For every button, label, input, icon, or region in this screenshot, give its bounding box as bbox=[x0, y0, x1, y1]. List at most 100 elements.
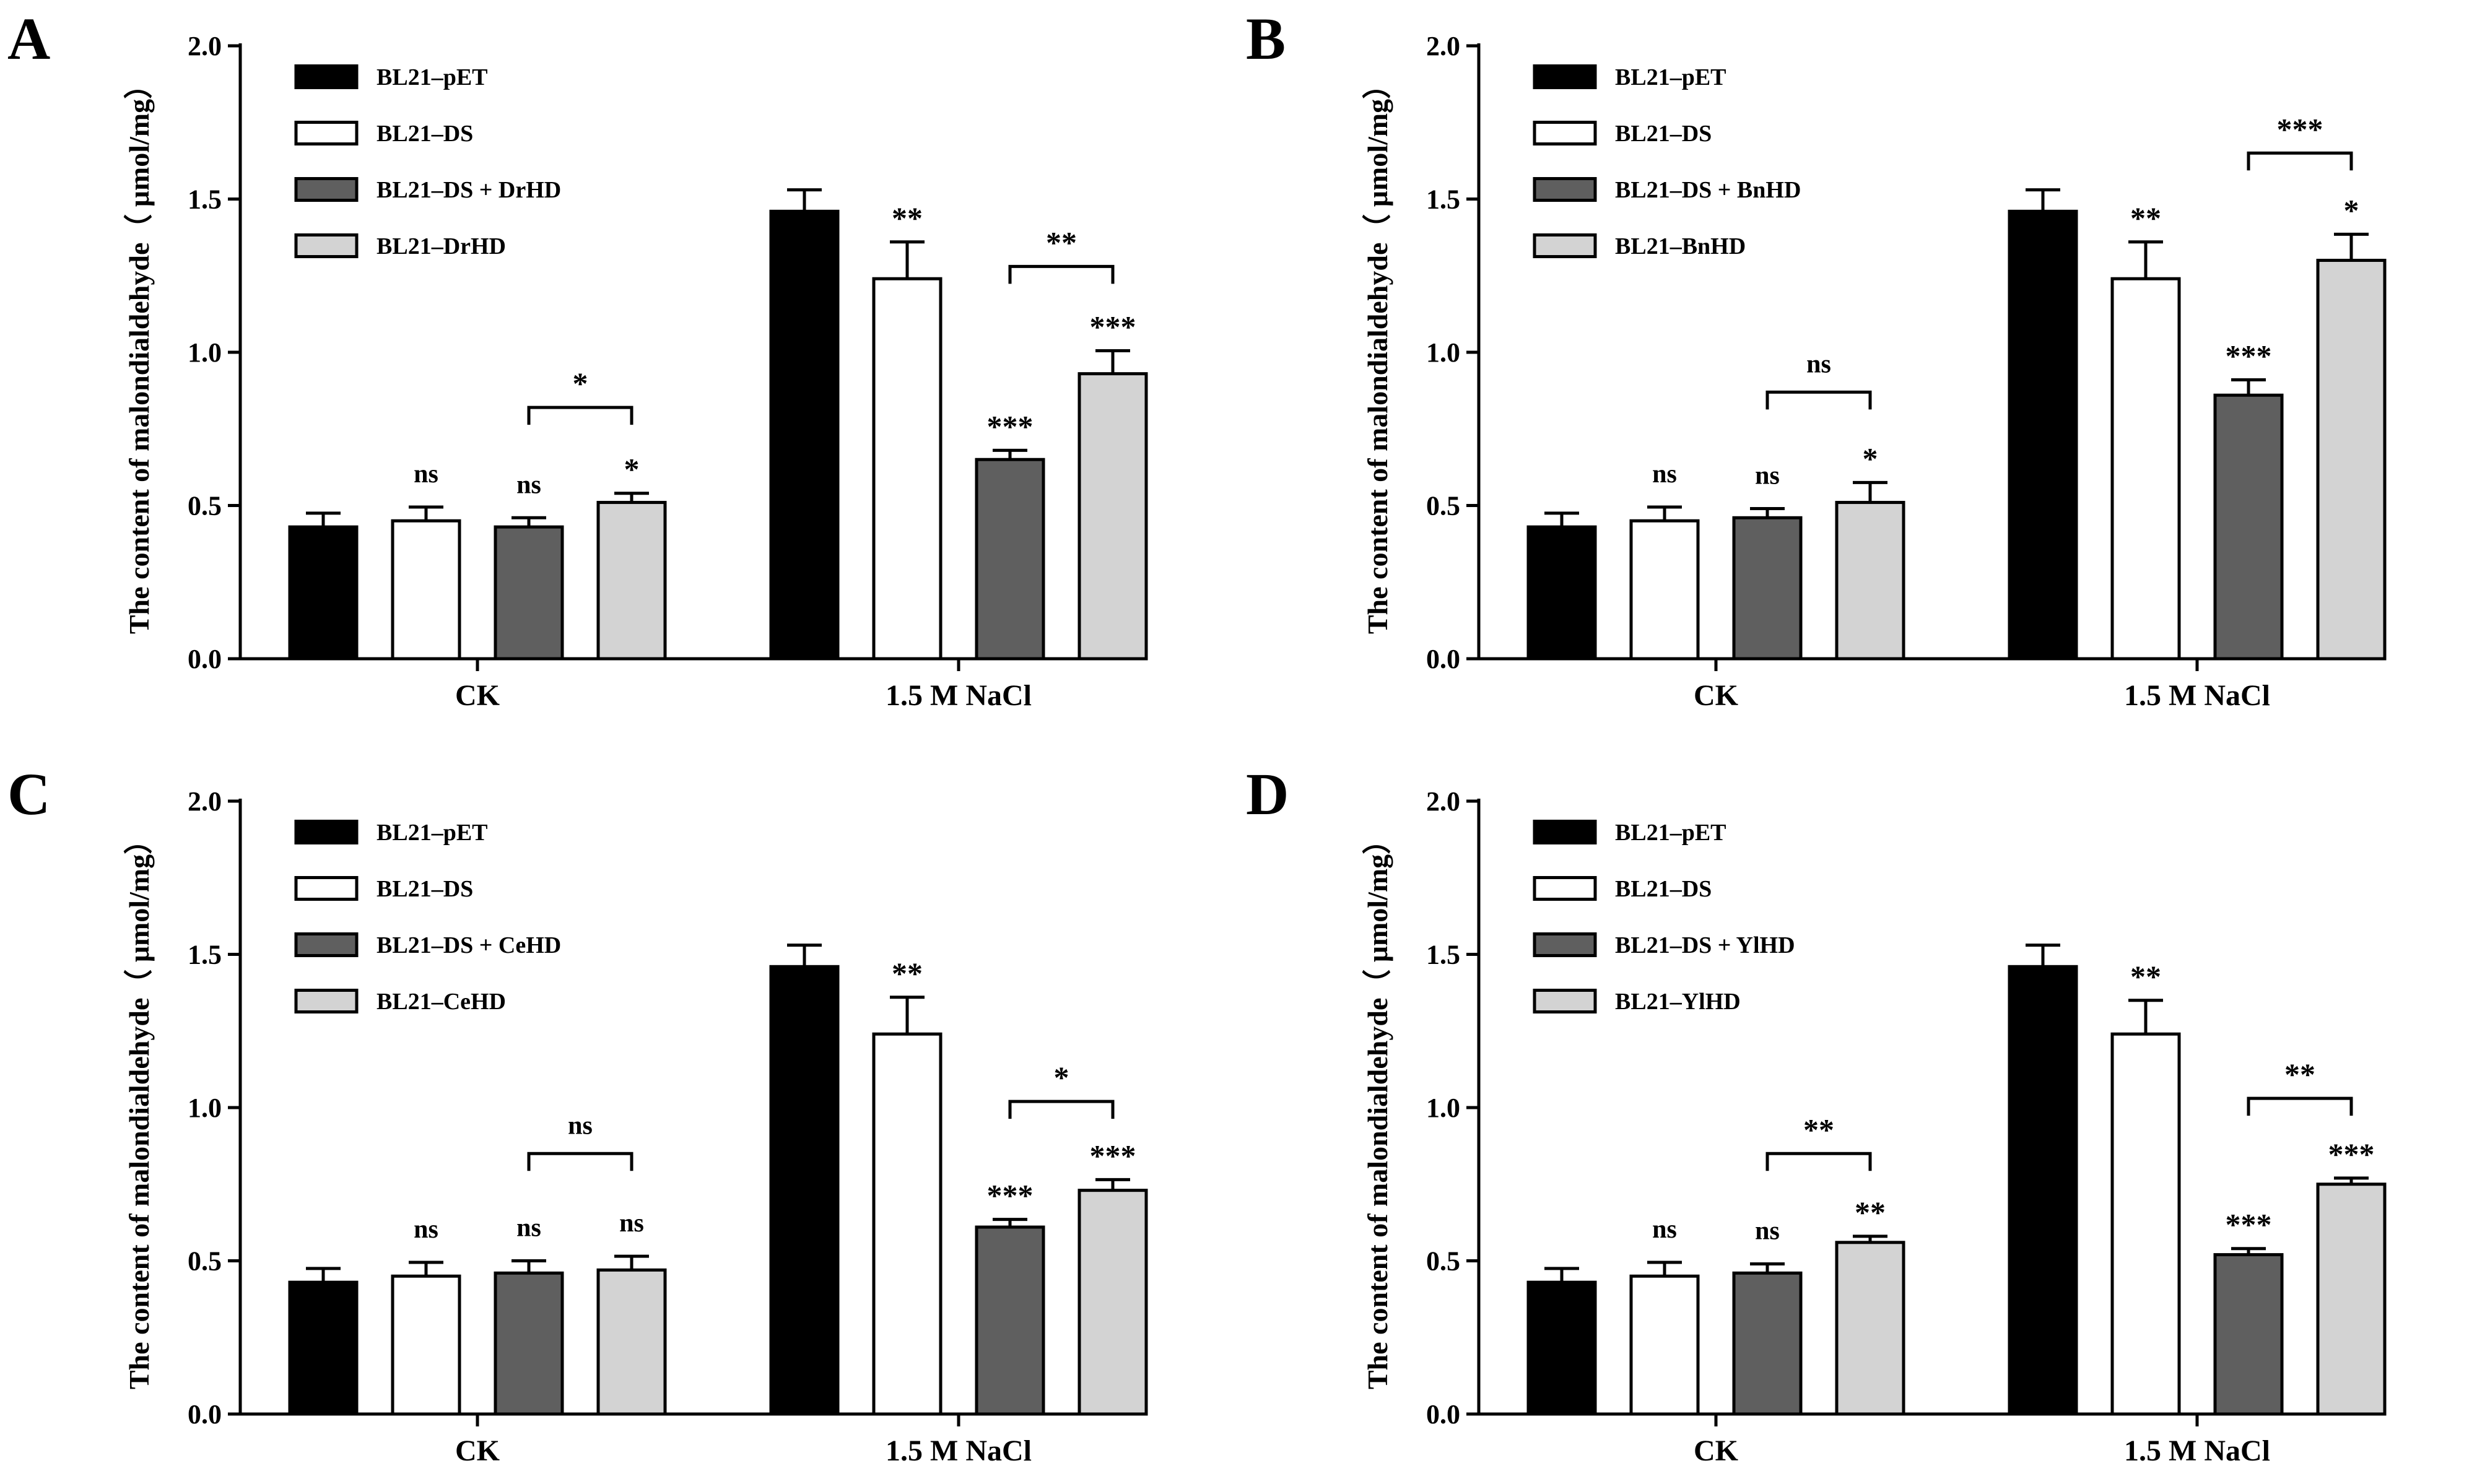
y-tick-label: 0.0 bbox=[188, 1399, 222, 1430]
comparison-label: ns bbox=[568, 1111, 593, 1140]
legend-label: BL21–pET bbox=[1615, 64, 1726, 90]
significance-label: ** bbox=[1855, 1195, 1886, 1230]
legend-swatch bbox=[1533, 233, 1597, 258]
bar bbox=[596, 501, 667, 661]
significance-label: ns bbox=[1755, 1217, 1780, 1245]
y-axis-title: The content of malondialdehyde（ μmol/mg） bbox=[1362, 71, 1393, 634]
legend-swatch bbox=[294, 932, 359, 957]
comparison-bracket bbox=[2247, 151, 2353, 171]
bar bbox=[769, 209, 840, 661]
panel-label: A bbox=[7, 6, 50, 72]
comparison-label: ns bbox=[1806, 350, 1831, 378]
y-tick-label: 1.5 bbox=[188, 184, 222, 215]
y-axis-title: The content of malondialdehyde（ μmol/mg） bbox=[123, 826, 155, 1389]
x-tick-label: CK bbox=[1694, 679, 1738, 712]
legend-label: BL21–DS + YlHD bbox=[1615, 932, 1795, 958]
significance-label: *** bbox=[2226, 1207, 2272, 1242]
legend-label: BL21–CeHD bbox=[377, 989, 506, 1015]
bar bbox=[1732, 516, 1803, 661]
y-tick-label: 0.0 bbox=[188, 644, 222, 674]
bar bbox=[2316, 1182, 2387, 1416]
bar bbox=[1526, 1280, 1597, 1416]
y-tick-label: 0.0 bbox=[1426, 1399, 1460, 1430]
comparison-bracket bbox=[1765, 1152, 1872, 1171]
y-tick-label: 0.5 bbox=[1426, 491, 1460, 521]
comparison-label: * bbox=[573, 366, 588, 401]
legend-swatch bbox=[1533, 121, 1597, 145]
legend-swatch bbox=[294, 876, 359, 901]
significance-label: *** bbox=[2328, 1137, 2375, 1171]
y-tick-label: 0.5 bbox=[188, 491, 222, 521]
significance-label: *** bbox=[1090, 1138, 1136, 1173]
y-tick-label: 1.0 bbox=[1426, 337, 1460, 368]
comparison-bracket bbox=[2247, 1096, 2353, 1116]
bar bbox=[975, 1225, 1045, 1416]
bar bbox=[596, 1268, 667, 1416]
significance-label: ns bbox=[414, 1215, 438, 1244]
y-tick-label: 2.0 bbox=[1426, 31, 1460, 61]
bar bbox=[1835, 501, 1905, 661]
bar bbox=[1835, 1241, 1905, 1416]
significance-label: ** bbox=[892, 956, 923, 991]
significance-label: ns bbox=[1755, 461, 1780, 490]
y-tick-label: 0.0 bbox=[1426, 644, 1460, 674]
significance-label: ns bbox=[1652, 1215, 1677, 1244]
bar bbox=[2213, 393, 2284, 661]
significance-label: ** bbox=[2130, 201, 2161, 235]
comparison-label: ** bbox=[1803, 1112, 1834, 1147]
bar bbox=[2110, 1032, 2181, 1416]
y-tick-label: 2.0 bbox=[188, 31, 222, 61]
legend-label: BL21–DS bbox=[377, 876, 473, 902]
bar bbox=[494, 1271, 564, 1416]
panel-label: C bbox=[7, 761, 50, 827]
x-tick-label: 1.5 M NaCl bbox=[2124, 1434, 2270, 1467]
significance-label: * bbox=[1863, 441, 1878, 475]
significance-label: * bbox=[2344, 193, 2359, 227]
significance-label: ns bbox=[414, 460, 438, 488]
legend-swatch bbox=[1533, 932, 1597, 957]
legend-swatch bbox=[1533, 876, 1597, 901]
legend-swatch bbox=[1533, 64, 1597, 89]
comparison-bracket bbox=[1765, 390, 1872, 410]
legend-swatch bbox=[294, 989, 359, 1013]
chart-panel-c: C The content of malondialdehyde（ μmol/mg… bbox=[7, 761, 1148, 1467]
legend-label: BL21–DrHD bbox=[377, 233, 506, 259]
x-tick-label: 1.5 M NaCl bbox=[2124, 679, 2270, 712]
y-tick-label: 1.5 bbox=[1426, 184, 1460, 215]
comparison-bracket bbox=[527, 1152, 633, 1171]
significance-label: ns bbox=[1652, 460, 1677, 488]
bar bbox=[391, 1274, 461, 1416]
legend-label: BL21–DS bbox=[1615, 876, 1712, 902]
legend-label: BL21–pET bbox=[377, 64, 488, 90]
comparison-bracket bbox=[527, 406, 633, 425]
bar bbox=[872, 277, 942, 661]
panel-label: B bbox=[1246, 6, 1286, 72]
bar bbox=[391, 519, 461, 661]
significance-label: *** bbox=[1090, 310, 1136, 344]
bar bbox=[769, 965, 840, 1416]
legend-swatch bbox=[1533, 177, 1597, 202]
bar bbox=[1526, 525, 1597, 661]
legend-swatch bbox=[294, 233, 359, 258]
y-tick-label: 1.0 bbox=[188, 337, 222, 368]
bar bbox=[975, 458, 1045, 661]
significance-label: ns bbox=[619, 1209, 644, 1238]
bar bbox=[2110, 277, 2181, 661]
x-tick-label: 1.5 M NaCl bbox=[886, 679, 1032, 712]
legend-label: BL21–pET bbox=[1615, 820, 1726, 846]
y-tick-label: 1.5 bbox=[188, 940, 222, 970]
comparison-bracket bbox=[1008, 264, 1115, 284]
bar bbox=[1629, 1274, 1700, 1416]
bar bbox=[2316, 259, 2387, 661]
comparison-label: ** bbox=[1046, 225, 1077, 259]
bar bbox=[494, 525, 564, 661]
bar bbox=[2008, 965, 2078, 1416]
y-axis-title: The content of malondialdehyde（ μmol/mg） bbox=[1362, 826, 1393, 1389]
legend-swatch bbox=[294, 121, 359, 145]
y-axis-title: The content of malondialdehyde（ μmol/mg） bbox=[123, 71, 155, 634]
bar bbox=[1077, 372, 1148, 661]
panel-label: D bbox=[1246, 761, 1289, 827]
y-tick-label: 2.0 bbox=[1426, 786, 1460, 817]
bar bbox=[288, 1280, 359, 1416]
